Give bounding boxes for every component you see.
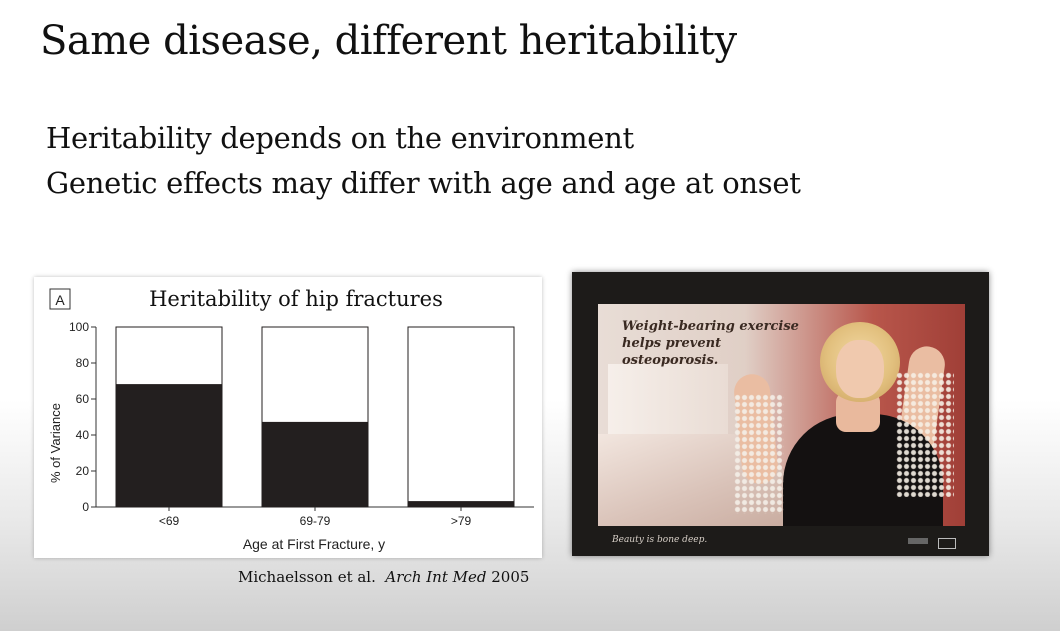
bar-remaining-segment: [261, 326, 369, 423]
chart-title: Heritability of hip fractures: [149, 287, 443, 311]
x-tick-label: >79: [451, 514, 472, 528]
panel-label: A: [55, 292, 65, 308]
poster-tagline: Beauty is bone deep.: [612, 535, 708, 545]
bar-heritability-segment: [261, 421, 369, 508]
y-tick-label: 80: [76, 356, 90, 370]
bullet-item: Genetic effects may differ with age and …: [46, 166, 801, 200]
poster-pearls-left: [734, 394, 784, 514]
citation: Michaelsson et al. Arch Int Med 2005: [238, 568, 529, 586]
bar-remaining-segment: [407, 326, 515, 503]
y-tick-label: 40: [76, 428, 90, 442]
y-tick-label: 100: [69, 320, 89, 334]
bullet-list: Heritability depends on the environment …: [46, 116, 801, 206]
poster-brand-logo: [938, 538, 956, 549]
citation-year: 2005: [491, 568, 530, 586]
bar-remaining-segment: [115, 326, 223, 386]
poster-headline-line: helps prevent osteoporosis.: [622, 336, 722, 368]
poster-headline-line: Weight-bearing exercise: [622, 319, 799, 334]
y-axis-label: % of Variance: [48, 403, 63, 483]
poster-woman-face: [836, 340, 884, 398]
heritability-chart-figure: A Heritability of hip fractures 0 20 40 60 8…: [34, 277, 542, 558]
poster-headline: Weight-bearing exercise helps prevent os…: [622, 318, 812, 369]
slide-title: Same disease, different heritability: [40, 18, 737, 64]
poster-window-background: [608, 364, 728, 434]
osteoporosis-poster: Weight-bearing exercise helps prevent os…: [572, 272, 989, 556]
chart-plot-area: 0 20 40 60 80 100 <69 69-79 >79: [69, 320, 534, 528]
x-tick-label: <69: [159, 514, 180, 528]
poster-sponsor-logo: [908, 538, 928, 544]
citation-authors: Michaelsson et al.: [238, 568, 376, 586]
heritability-chart: A Heritability of hip fractures 0 20 40 60 8…: [48, 287, 534, 552]
x-axis-label: Age at First Fracture, y: [243, 536, 385, 552]
bar-heritability-segment: [407, 501, 515, 508]
panel-label-box: [49, 288, 71, 310]
bar-heritability-segment: [115, 384, 223, 508]
y-tick-label: 20: [76, 464, 90, 478]
poster-pearls-right: [896, 372, 954, 497]
poster-photo: Weight-bearing exercise helps prevent os…: [598, 304, 965, 526]
y-tick-label: 60: [76, 392, 90, 406]
x-tick-label: 69-79: [300, 514, 331, 528]
y-tick-label: 0: [82, 500, 89, 514]
bullet-item: Heritability depends on the environment: [46, 121, 634, 155]
citation-journal: Arch Int Med: [385, 568, 487, 586]
